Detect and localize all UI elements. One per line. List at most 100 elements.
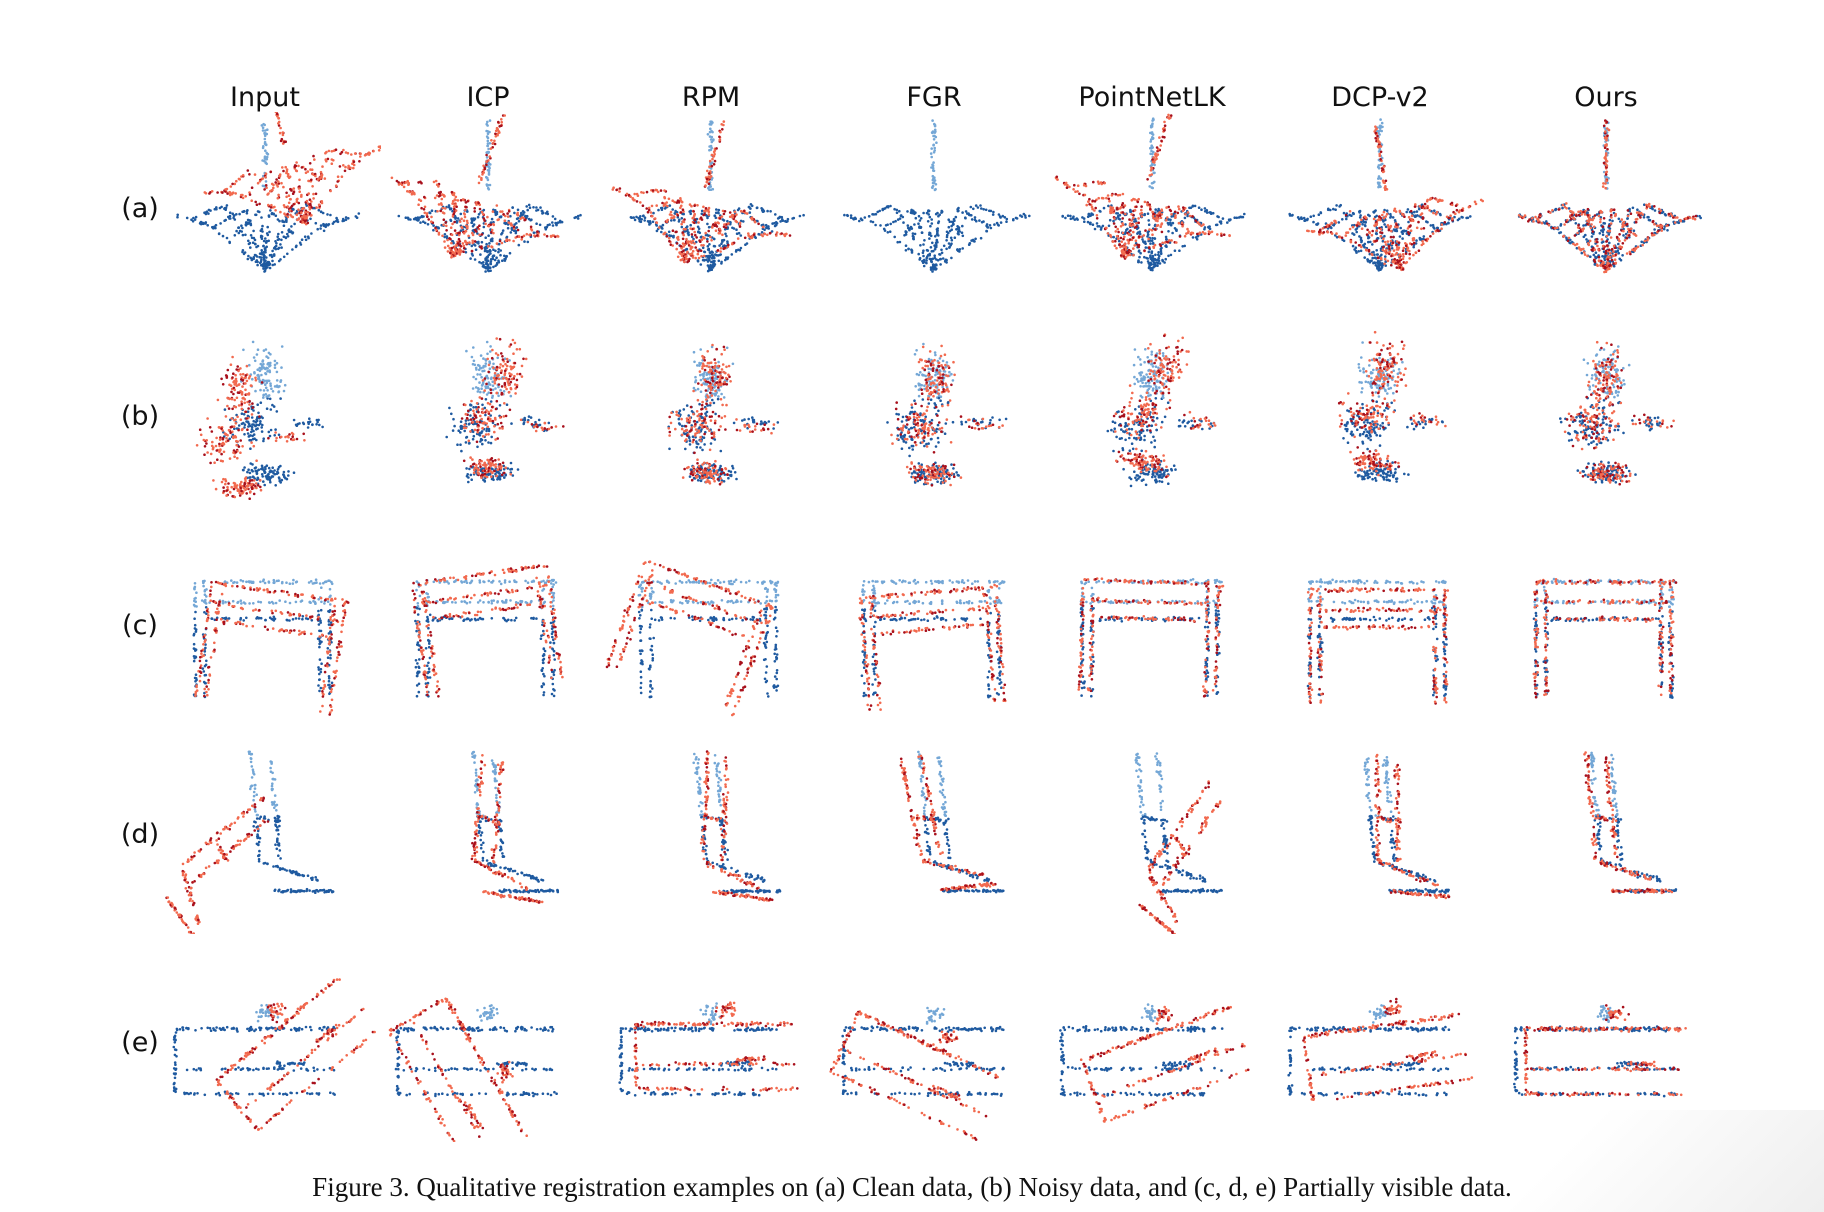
- template-point: [280, 137, 284, 141]
- template-point: [1151, 160, 1155, 164]
- source-point: [316, 227, 319, 231]
- template-point: [697, 249, 700, 253]
- source-point: [798, 214, 802, 218]
- template-point: [1376, 137, 1380, 140]
- source-point: [970, 214, 973, 217]
- source-point: [535, 222, 538, 225]
- template-point: [1156, 219, 1159, 223]
- template-point: [483, 167, 487, 171]
- source-point: [964, 210, 968, 213]
- source-point: [526, 240, 530, 244]
- source-point: [1150, 186, 1154, 189]
- template-point: [466, 200, 469, 203]
- source-point: [1355, 227, 1359, 230]
- template-point-cloud: [1054, 113, 1231, 260]
- source-point: [1332, 207, 1335, 211]
- template-point: [1122, 255, 1126, 258]
- template-point: [1606, 134, 1609, 137]
- template-point: [1583, 253, 1587, 256]
- source-point: [499, 249, 502, 252]
- source-point: [945, 247, 948, 251]
- template-point: [727, 243, 730, 247]
- template-point: [1111, 208, 1115, 212]
- source-point: [982, 208, 985, 211]
- template-point: [451, 200, 455, 203]
- source-point: [473, 217, 477, 220]
- source-point: [849, 216, 853, 220]
- template-point: [636, 194, 640, 197]
- template-point: [1455, 208, 1459, 212]
- source-point: [416, 216, 420, 219]
- source-point: [548, 223, 551, 226]
- template-point: [308, 162, 312, 165]
- source-point: [1124, 223, 1127, 226]
- source-point: [489, 258, 493, 261]
- template-point: [459, 251, 462, 254]
- source-point: [935, 245, 938, 249]
- source-point-cloud: [222, 340, 324, 487]
- source-point: [956, 249, 960, 253]
- source-point: [706, 260, 710, 263]
- template-point: [269, 189, 272, 193]
- template-point: [1382, 246, 1385, 249]
- template-point: [314, 192, 318, 196]
- template-point: [1338, 235, 1341, 238]
- source-point: [335, 219, 338, 223]
- source-point: [1592, 253, 1596, 257]
- template-point: [530, 228, 534, 232]
- template-point: [310, 214, 313, 217]
- source-point: [260, 227, 264, 231]
- template-point: [1659, 226, 1662, 229]
- source-point: [1378, 184, 1382, 188]
- source-point: [262, 244, 265, 248]
- source-point: [494, 209, 497, 212]
- template-point: [1634, 220, 1638, 224]
- source-point: [713, 214, 716, 217]
- source-point: [1418, 236, 1422, 240]
- source-point: [964, 216, 967, 220]
- source-point: [267, 239, 270, 243]
- source-point: [1218, 220, 1222, 223]
- source-point: [930, 222, 934, 225]
- source-point: [1157, 256, 1160, 260]
- source-point: [1215, 223, 1219, 227]
- source-point: [889, 222, 892, 226]
- template-point: [517, 235, 521, 238]
- template-point: [1351, 225, 1355, 229]
- template-point: [1406, 227, 1410, 230]
- template-point: [505, 238, 509, 241]
- source-point: [1024, 216, 1027, 219]
- template-point: [1130, 213, 1133, 216]
- template-point: [500, 120, 503, 124]
- source-point: [1173, 249, 1177, 252]
- template-point: [663, 196, 667, 200]
- template-point: [423, 195, 426, 199]
- template-point: [1374, 136, 1377, 140]
- source-point: [1167, 218, 1170, 221]
- template-point: [458, 243, 462, 247]
- template-point: [1143, 200, 1147, 204]
- template-point: [1121, 192, 1125, 196]
- template-point: [1198, 222, 1201, 226]
- source-point: [1682, 220, 1686, 223]
- template-point: [1596, 240, 1599, 244]
- source-point: [274, 214, 278, 217]
- source-point: [1146, 212, 1150, 215]
- source-point: [922, 254, 925, 258]
- template-point: [277, 180, 280, 183]
- source-point: [792, 216, 796, 220]
- source-point: [1139, 251, 1142, 255]
- source-point: [270, 212, 274, 216]
- template-point: [1115, 246, 1118, 250]
- source-point: [985, 229, 989, 233]
- source-point: [480, 261, 483, 265]
- template-point: [1434, 212, 1438, 216]
- source-point: [1617, 242, 1620, 246]
- source-point: [931, 166, 935, 170]
- template-point: [645, 190, 649, 194]
- source-point: [579, 213, 582, 217]
- template-point: [295, 161, 298, 164]
- source-point: [539, 206, 542, 209]
- template-point: [368, 152, 372, 155]
- template-point: [1590, 223, 1593, 226]
